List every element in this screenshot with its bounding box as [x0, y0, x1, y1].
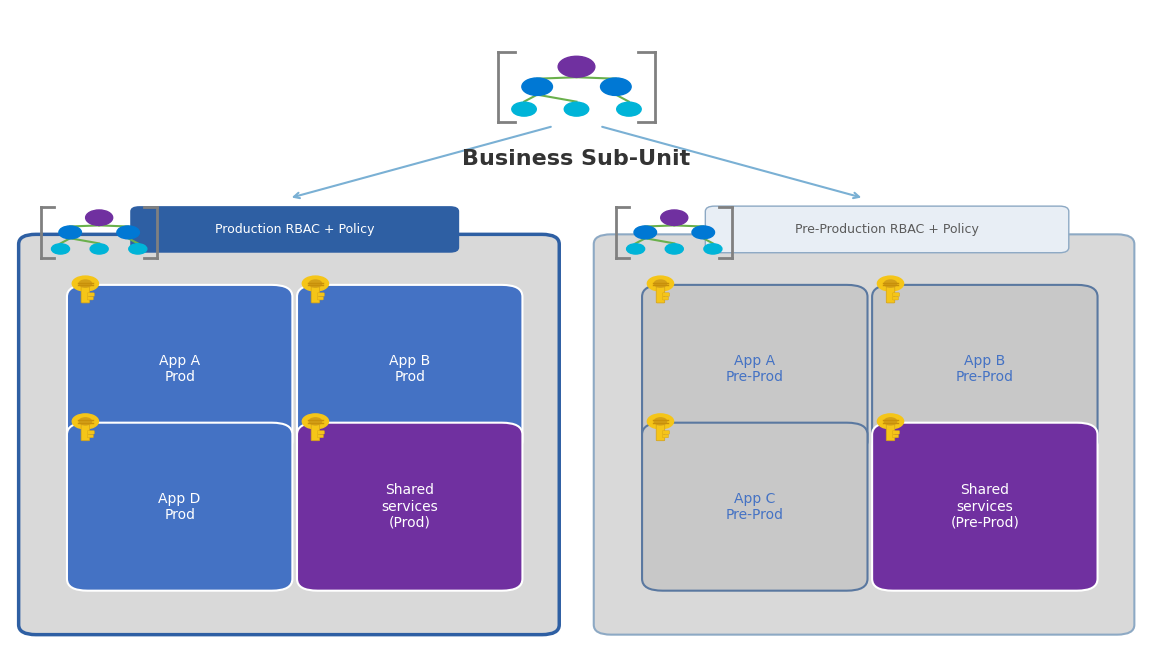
Circle shape — [302, 414, 329, 429]
Circle shape — [877, 414, 904, 429]
Text: App D
Prod: App D Prod — [158, 492, 201, 522]
Circle shape — [617, 102, 641, 116]
Text: App B
Pre-Prod: App B Pre-Prod — [956, 354, 1013, 384]
Circle shape — [512, 102, 536, 116]
FancyBboxPatch shape — [317, 297, 324, 300]
FancyBboxPatch shape — [656, 424, 665, 441]
Circle shape — [884, 280, 897, 287]
FancyBboxPatch shape — [81, 287, 90, 303]
Circle shape — [309, 280, 322, 287]
Circle shape — [73, 414, 98, 429]
Circle shape — [661, 210, 688, 225]
Circle shape — [692, 226, 715, 239]
Text: Shared
services
(Prod): Shared services (Prod) — [382, 484, 438, 530]
Circle shape — [634, 226, 656, 239]
FancyBboxPatch shape — [872, 422, 1098, 590]
FancyBboxPatch shape — [18, 235, 559, 635]
FancyBboxPatch shape — [317, 430, 324, 434]
Circle shape — [73, 276, 98, 291]
FancyBboxPatch shape — [67, 285, 293, 453]
Text: App B
Prod: App B Prod — [389, 354, 430, 384]
FancyBboxPatch shape — [892, 293, 899, 297]
FancyBboxPatch shape — [311, 287, 319, 303]
Circle shape — [302, 276, 329, 291]
Circle shape — [90, 244, 108, 254]
FancyBboxPatch shape — [892, 297, 898, 300]
Circle shape — [558, 56, 595, 77]
Circle shape — [564, 102, 589, 116]
Circle shape — [129, 244, 146, 254]
Text: App C
Pre-Prod: App C Pre-Prod — [725, 492, 784, 522]
FancyBboxPatch shape — [642, 285, 867, 453]
FancyBboxPatch shape — [88, 434, 93, 438]
Circle shape — [85, 210, 113, 225]
Circle shape — [647, 414, 673, 429]
Text: Production RBAC + Policy: Production RBAC + Policy — [214, 223, 375, 236]
FancyBboxPatch shape — [663, 430, 670, 434]
Circle shape — [877, 276, 904, 291]
Circle shape — [654, 280, 666, 287]
Circle shape — [665, 244, 684, 254]
FancyBboxPatch shape — [297, 422, 522, 590]
Circle shape — [601, 78, 631, 96]
Circle shape — [80, 418, 91, 425]
Circle shape — [654, 418, 666, 425]
FancyBboxPatch shape — [67, 422, 293, 590]
Circle shape — [703, 244, 722, 254]
FancyBboxPatch shape — [656, 287, 665, 303]
FancyBboxPatch shape — [317, 434, 324, 438]
FancyBboxPatch shape — [130, 206, 459, 252]
FancyBboxPatch shape — [706, 206, 1069, 252]
Circle shape — [522, 78, 552, 96]
Circle shape — [52, 244, 69, 254]
FancyBboxPatch shape — [663, 293, 670, 297]
FancyBboxPatch shape — [642, 422, 867, 590]
FancyBboxPatch shape — [317, 293, 324, 297]
Circle shape — [59, 226, 82, 239]
Circle shape — [80, 280, 91, 287]
FancyBboxPatch shape — [88, 293, 95, 297]
FancyBboxPatch shape — [887, 287, 895, 303]
FancyBboxPatch shape — [311, 424, 319, 441]
Circle shape — [647, 276, 673, 291]
Text: Business Sub-Unit: Business Sub-Unit — [462, 149, 691, 169]
FancyBboxPatch shape — [887, 424, 895, 441]
FancyBboxPatch shape — [892, 430, 899, 434]
FancyBboxPatch shape — [663, 297, 669, 300]
Circle shape — [309, 418, 322, 425]
FancyBboxPatch shape — [594, 235, 1135, 635]
FancyBboxPatch shape — [81, 424, 90, 441]
FancyBboxPatch shape — [88, 297, 93, 300]
FancyBboxPatch shape — [297, 285, 522, 453]
FancyBboxPatch shape — [663, 434, 669, 438]
Circle shape — [884, 418, 897, 425]
Text: App A
Pre-Prod: App A Pre-Prod — [725, 354, 784, 384]
FancyBboxPatch shape — [88, 430, 95, 434]
Text: App A
Prod: App A Prod — [159, 354, 201, 384]
Text: Shared
services
(Pre-Prod): Shared services (Pre-Prod) — [950, 484, 1019, 530]
Circle shape — [116, 226, 140, 239]
FancyBboxPatch shape — [872, 285, 1098, 453]
Circle shape — [626, 244, 645, 254]
FancyBboxPatch shape — [892, 434, 898, 438]
Text: Pre-Production RBAC + Policy: Pre-Production RBAC + Policy — [796, 223, 979, 236]
